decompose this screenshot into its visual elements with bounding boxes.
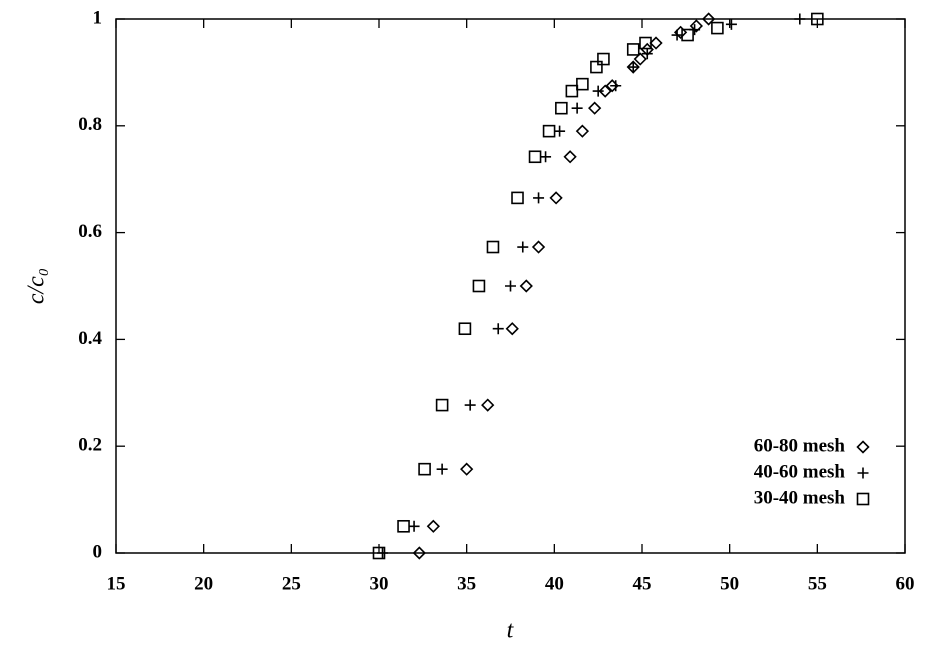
diamond-marker: [426, 519, 440, 533]
square-marker: [458, 322, 472, 336]
square-marker: [397, 519, 410, 533]
plus-marker: [505, 280, 516, 292]
plus-marker: [540, 151, 552, 163]
diamond-marker: [689, 19, 703, 33]
square-marker: [542, 124, 556, 138]
plus-marker: [517, 241, 529, 253]
plus-marker: [436, 463, 448, 475]
diamond-marker: [575, 124, 590, 138]
diamond-marker: [531, 240, 546, 254]
square-marker: [565, 84, 579, 98]
plus-marker: [408, 520, 420, 532]
x-tick-label: 45: [633, 573, 652, 594]
y-tick-label: 1: [93, 7, 103, 28]
plus-marker: [554, 125, 566, 137]
square-marker: [811, 12, 824, 26]
legend-marker: [856, 440, 870, 454]
plus-marker: [464, 399, 476, 411]
diamond-marker: [563, 150, 577, 164]
plus-marker: [641, 48, 653, 60]
plus-marker: [492, 323, 504, 335]
square-marker: [590, 60, 603, 74]
x-tick-label: 25: [282, 573, 301, 594]
x-tick-label: 30: [370, 573, 389, 594]
x-tick-label: 50: [720, 573, 739, 594]
square-marker: [711, 21, 724, 35]
diamond-marker: [460, 462, 474, 476]
square-marker: [681, 28, 694, 42]
square-marker: [528, 150, 542, 164]
y-tick-label: 0.8: [78, 114, 102, 135]
legend-label: 60-80 mesh: [754, 435, 846, 456]
y-tick-label: 0: [93, 541, 103, 562]
plus-marker: [571, 102, 583, 114]
x-tick-label: 60: [896, 573, 915, 594]
diamond-marker: [519, 279, 533, 293]
legend-label: 30-40 mesh: [754, 487, 846, 508]
legend-marker: [856, 492, 870, 506]
square-marker: [372, 546, 386, 560]
square-marker: [418, 462, 431, 476]
square-marker: [626, 43, 640, 56]
x-tick-label: 35: [457, 573, 476, 594]
plot-frame: [115, 18, 906, 554]
square-marker: [597, 52, 610, 66]
diamond-marker: [481, 398, 495, 412]
y-axis-label: c/c₀: [24, 268, 50, 304]
square-marker: [555, 101, 568, 115]
square-marker: [435, 398, 449, 412]
y-tick-label: 0.4: [78, 328, 102, 349]
square-marker: [576, 77, 589, 91]
y-tick-label: 0.6: [78, 221, 102, 242]
diamond-marker: [549, 191, 563, 205]
square-marker: [486, 240, 500, 254]
x-tick-label: 55: [808, 573, 827, 594]
x-tick-label: 15: [107, 573, 126, 594]
plus-marker: [671, 29, 683, 41]
plus-marker: [725, 18, 737, 30]
x-tick-label: 40: [545, 573, 564, 594]
legend-marker: [857, 467, 869, 479]
diamond-marker: [588, 101, 602, 115]
diamond-marker: [701, 12, 716, 26]
x-tick-label: 20: [194, 573, 213, 594]
x-axis-label: t: [507, 618, 515, 644]
diamond-marker: [505, 322, 519, 336]
plus-marker: [610, 80, 622, 92]
plus-marker: [627, 61, 639, 73]
diamond-marker: [633, 52, 647, 66]
y-tick-label: 0.2: [78, 435, 102, 456]
plus-marker: [533, 192, 545, 204]
square-marker: [511, 191, 524, 205]
plus-marker: [377, 547, 389, 559]
diamond-marker: [649, 36, 663, 50]
diamond-marker: [598, 84, 612, 98]
plus-marker: [592, 85, 604, 97]
square-marker: [472, 279, 486, 293]
square-marker: [639, 36, 652, 50]
diamond-marker: [412, 546, 426, 560]
legend-label: 40-60 mesh: [754, 461, 846, 482]
plus-marker: [794, 13, 806, 25]
